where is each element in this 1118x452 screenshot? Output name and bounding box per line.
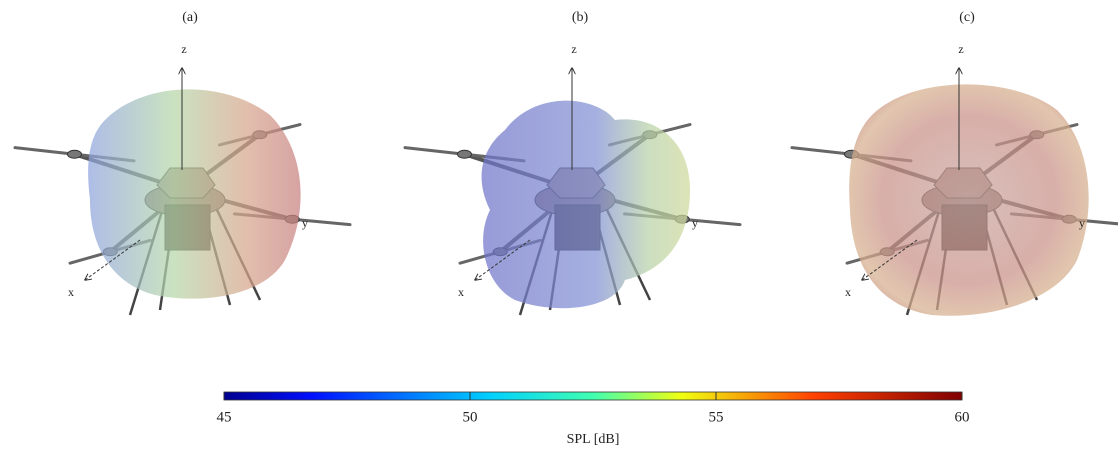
axis-label-x: x bbox=[845, 285, 851, 299]
x-axis bbox=[85, 239, 141, 280]
motor bbox=[67, 149, 82, 159]
colorbar-label: SPL [dB] bbox=[567, 432, 620, 447]
colorbar-tick-label: 55 bbox=[709, 409, 724, 425]
panel-label: (b) bbox=[572, 10, 589, 25]
axis-label-z: z bbox=[181, 42, 186, 56]
axis-label-y: y bbox=[302, 216, 308, 230]
colorbar: SPL [dB] 45 50 55 60 bbox=[217, 391, 970, 447]
panel: (a) z y x bbox=[13, 10, 352, 316]
axis-label-y: y bbox=[692, 216, 698, 230]
panel-label: (a) bbox=[182, 10, 198, 25]
x-axis bbox=[475, 239, 531, 280]
panel-label: (c) bbox=[959, 10, 975, 25]
motor bbox=[457, 149, 472, 159]
axis-label-z: z bbox=[958, 42, 963, 56]
directivity-balloon bbox=[849, 84, 1089, 316]
directivity-balloon bbox=[481, 100, 690, 309]
panel: (c) z y x bbox=[790, 10, 1118, 316]
axis-label-z: z bbox=[571, 42, 576, 56]
panels: (a) z y x (b) z y x (c) z y x bbox=[13, 10, 1118, 316]
colorbar-tick-label: 50 bbox=[463, 409, 478, 425]
colorbar-gradient bbox=[223, 391, 963, 401]
axis-label-x: x bbox=[458, 285, 464, 299]
axis-label-x: x bbox=[68, 285, 74, 299]
x-axis bbox=[862, 239, 918, 280]
colorbar-tick-label: 45 bbox=[217, 409, 232, 425]
colorbar-tick-label: 60 bbox=[955, 409, 970, 425]
axis-label-y: y bbox=[1079, 216, 1085, 230]
directivity-balloon bbox=[88, 89, 301, 299]
panel: (b) z y x bbox=[403, 10, 742, 316]
